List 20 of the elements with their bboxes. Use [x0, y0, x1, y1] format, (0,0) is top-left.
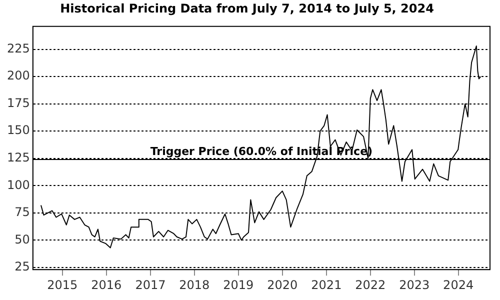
x-tick-label: 2017 — [135, 278, 166, 292]
x-tick-label: 2018 — [179, 278, 210, 292]
y-tick-label: 75 — [14, 205, 30, 220]
y-tick-label: 100 — [7, 178, 30, 192]
x-tick-label: 2016 — [91, 278, 122, 292]
y-tick-label: 150 — [7, 123, 30, 138]
y-tick-label: 200 — [7, 68, 30, 83]
x-tick-label: 2024 — [443, 278, 474, 292]
y-tick-label: 125 — [7, 150, 30, 164]
x-tick-label: 2019 — [223, 278, 254, 292]
chart-title: Historical Pricing Data from July 7, 2014 to July 5, 2024 — [60, 1, 434, 16]
y-tick-label: 50 — [14, 232, 30, 246]
x-tick-label: 2015 — [47, 278, 78, 292]
y-tick-label: 175 — [7, 96, 30, 110]
x-tick-label: 2021 — [311, 278, 342, 292]
y-tick-label: 225 — [7, 41, 30, 56]
x-tick-label: 2020 — [267, 278, 298, 292]
x-tick-label: 2022 — [355, 278, 386, 292]
y-tick-label: 25 — [14, 260, 30, 274]
x-tick-label: 2023 — [399, 278, 430, 292]
